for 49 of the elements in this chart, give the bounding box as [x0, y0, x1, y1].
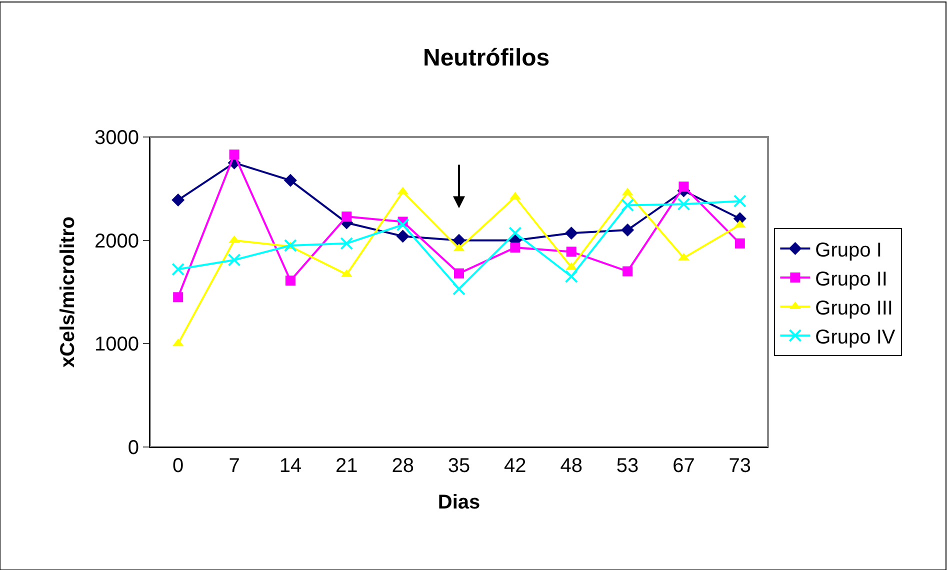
- chart-title: Neutrófilos: [422, 44, 550, 72]
- point: [566, 246, 576, 257]
- x-tick-label: 67: [672, 455, 695, 477]
- y-tick-label: 3000: [94, 127, 139, 149]
- point: [173, 292, 184, 302]
- x-tick-label: 14: [279, 455, 302, 477]
- x-tick-label: 42: [504, 455, 526, 477]
- point: [733, 194, 746, 208]
- point: [508, 226, 522, 240]
- point: [342, 212, 352, 222]
- x-tick-label: 48: [560, 455, 582, 477]
- point: [396, 218, 410, 232]
- point: [285, 276, 296, 286]
- y-tick-label: 0: [128, 437, 139, 459]
- point: [621, 224, 634, 236]
- y-tick-label: 1000: [94, 334, 139, 356]
- point: [340, 236, 354, 250]
- y-tick-label: 2000: [94, 230, 139, 252]
- x-tick-label: 7: [228, 455, 240, 477]
- point: [228, 253, 241, 266]
- y-axis-title: xCels/microlitro: [57, 216, 79, 368]
- x-tick-label: 35: [448, 455, 470, 477]
- point: [622, 266, 633, 276]
- point: [564, 226, 578, 240]
- x-axis-title: Dias: [438, 492, 480, 514]
- point: [452, 282, 466, 296]
- point: [678, 182, 689, 192]
- legend-label: Grupo IV: [815, 326, 896, 348]
- legend-label: Grupo II: [815, 268, 888, 290]
- point: [396, 230, 410, 243]
- legend-label: Grupo I: [815, 239, 882, 262]
- x-tick-label: 28: [392, 455, 414, 477]
- legend-label: Grupo III: [815, 297, 893, 320]
- point: [172, 194, 185, 207]
- point: [734, 238, 745, 248]
- point: [677, 198, 690, 211]
- x-tick-label: 0: [172, 455, 184, 477]
- point: [284, 174, 297, 187]
- point: [510, 242, 520, 253]
- point: [452, 234, 466, 247]
- point: [172, 262, 185, 276]
- point: [454, 268, 464, 278]
- x-tick-label: 53: [616, 455, 639, 477]
- x-tick-label: 73: [728, 455, 752, 477]
- point: [621, 198, 634, 212]
- point: [284, 239, 297, 252]
- x-tick-label: 21: [336, 455, 358, 477]
- point: [229, 150, 240, 160]
- point: [564, 270, 578, 283]
